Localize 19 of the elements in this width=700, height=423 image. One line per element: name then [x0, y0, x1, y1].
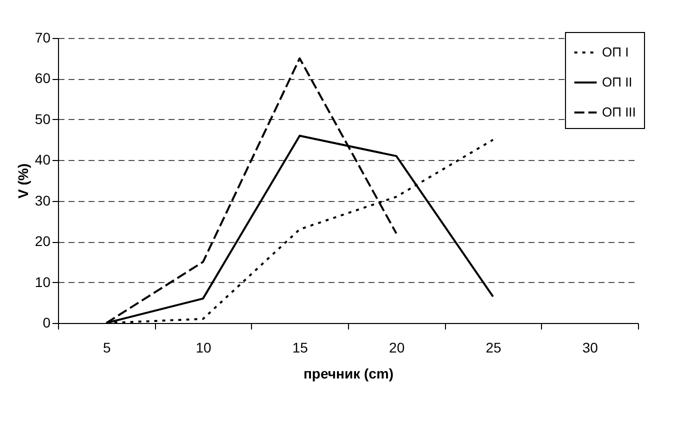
x-tick-label: 20: [389, 340, 405, 356]
y-tick-label: 60: [34, 70, 51, 86]
x-tick-label: 10: [196, 340, 212, 356]
y-tick-label: 50: [34, 110, 51, 127]
y-tick-label: 0: [42, 314, 51, 330]
legend-label: ОП I: [602, 44, 629, 60]
x-tick-label: 5: [102, 340, 111, 356]
y-tick-label: 40: [34, 152, 51, 168]
legend-label: ОП II: [602, 74, 632, 90]
y-tick-label: 20: [34, 233, 51, 250]
x-tick-label: 30: [582, 340, 598, 356]
x-tick-label: 25: [486, 340, 502, 356]
x-tick-label: 15: [292, 340, 308, 356]
y-tick-label: 30: [34, 192, 51, 208]
y-axis-title: V (%): [14, 164, 31, 198]
y-tick-label: 10: [34, 274, 51, 290]
x-axis-title: пречник (cm): [303, 366, 394, 382]
y-tick-label: 70: [34, 30, 51, 46]
legend-label: ОП III: [602, 104, 636, 120]
